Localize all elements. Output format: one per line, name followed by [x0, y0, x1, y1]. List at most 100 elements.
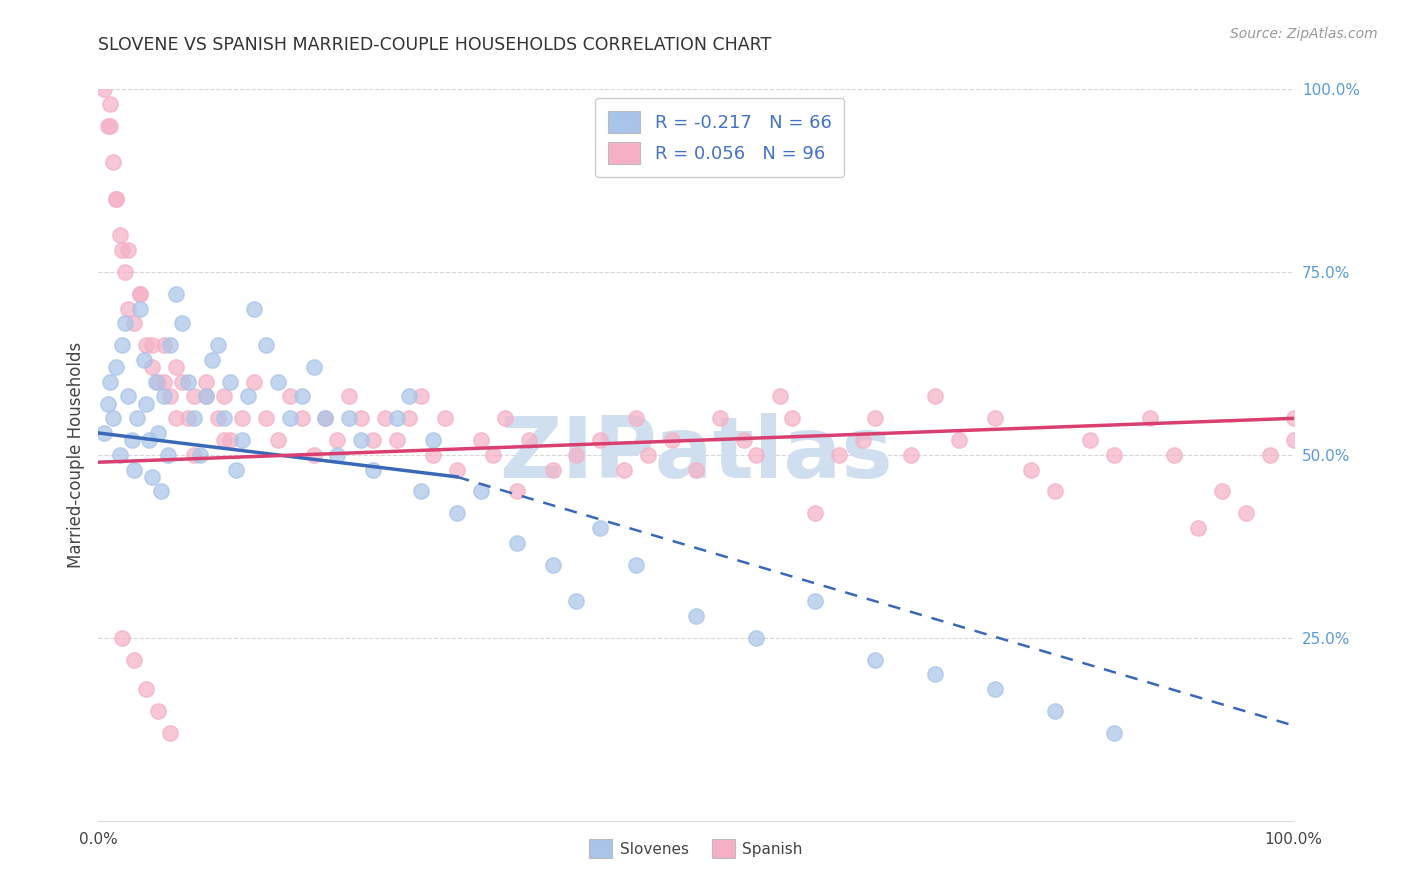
- Point: [984, 411, 1007, 425]
- Point: [278, 411, 301, 425]
- Point: [236, 389, 259, 403]
- Point: [506, 484, 529, 499]
- Point: [398, 411, 420, 425]
- Point: [434, 411, 457, 425]
- Point: [219, 434, 242, 448]
- Point: [1043, 484, 1066, 499]
- Point: [111, 338, 134, 352]
- Point: [733, 434, 755, 448]
- Point: [165, 360, 187, 375]
- Point: [326, 448, 349, 462]
- Point: [153, 389, 176, 403]
- Point: [865, 653, 887, 667]
- Point: [661, 434, 683, 448]
- Point: [231, 434, 253, 448]
- Point: [135, 681, 157, 696]
- Point: [172, 375, 194, 389]
- Point: [804, 594, 827, 608]
- Point: [446, 462, 468, 476]
- Point: [385, 411, 409, 425]
- Point: [141, 338, 163, 352]
- Point: [165, 287, 187, 301]
- Point: [212, 389, 235, 403]
- Point: [101, 411, 124, 425]
- Point: [195, 389, 218, 403]
- Point: [117, 301, 139, 316]
- Point: [984, 681, 1007, 696]
- Point: [212, 434, 235, 448]
- Point: [589, 521, 612, 535]
- Point: [769, 389, 792, 403]
- Point: [1104, 448, 1126, 462]
- Point: [145, 375, 167, 389]
- Point: [1080, 434, 1102, 448]
- Point: [117, 389, 139, 403]
- Point: [291, 389, 314, 403]
- Point: [1043, 704, 1066, 718]
- Point: [125, 411, 148, 425]
- Point: [129, 301, 152, 316]
- Point: [517, 434, 540, 448]
- Point: [865, 411, 887, 425]
- Point: [132, 352, 155, 367]
- Point: [804, 507, 827, 521]
- Point: [231, 411, 253, 425]
- Point: [254, 338, 277, 352]
- Point: [98, 119, 122, 133]
- Point: [267, 434, 290, 448]
- Point: [278, 389, 301, 403]
- Point: [1163, 448, 1185, 462]
- Point: [101, 155, 124, 169]
- Point: [148, 704, 170, 718]
- Point: [225, 462, 247, 476]
- Point: [148, 375, 170, 389]
- Point: [105, 192, 128, 206]
- Point: [470, 434, 492, 448]
- Point: [156, 448, 179, 462]
- Point: [153, 375, 176, 389]
- Point: [589, 434, 612, 448]
- Point: [302, 448, 325, 462]
- Point: [97, 397, 120, 411]
- Point: [626, 558, 648, 572]
- Point: [350, 411, 373, 425]
- Point: [1139, 411, 1161, 425]
- Point: [114, 265, 136, 279]
- Point: [159, 726, 181, 740]
- Point: [135, 397, 157, 411]
- Point: [243, 375, 266, 389]
- Point: [201, 352, 224, 367]
- Point: [124, 653, 146, 667]
- Point: [93, 425, 115, 440]
- Point: [685, 608, 707, 623]
- Point: [97, 119, 120, 133]
- Point: [149, 484, 172, 499]
- Point: [129, 287, 152, 301]
- Point: [494, 411, 516, 425]
- Point: [1211, 484, 1233, 499]
- Point: [195, 389, 218, 403]
- Point: [105, 360, 128, 375]
- Point: [138, 434, 160, 448]
- Point: [1104, 726, 1126, 740]
- Point: [159, 389, 181, 403]
- Point: [506, 535, 529, 549]
- Point: [219, 375, 242, 389]
- Point: [709, 411, 731, 425]
- Point: [1187, 521, 1209, 535]
- Point: [98, 375, 122, 389]
- Point: [1282, 434, 1305, 448]
- Point: [254, 411, 277, 425]
- Point: [541, 558, 564, 572]
- Point: [207, 411, 229, 425]
- Point: [685, 462, 707, 476]
- Point: [98, 96, 122, 111]
- Point: [398, 389, 420, 403]
- Y-axis label: Married-couple Households: Married-couple Households: [66, 342, 84, 568]
- Point: [114, 316, 136, 330]
- Point: [924, 389, 946, 403]
- Point: [948, 434, 970, 448]
- Point: [207, 338, 229, 352]
- Point: [111, 243, 134, 257]
- Point: [339, 411, 361, 425]
